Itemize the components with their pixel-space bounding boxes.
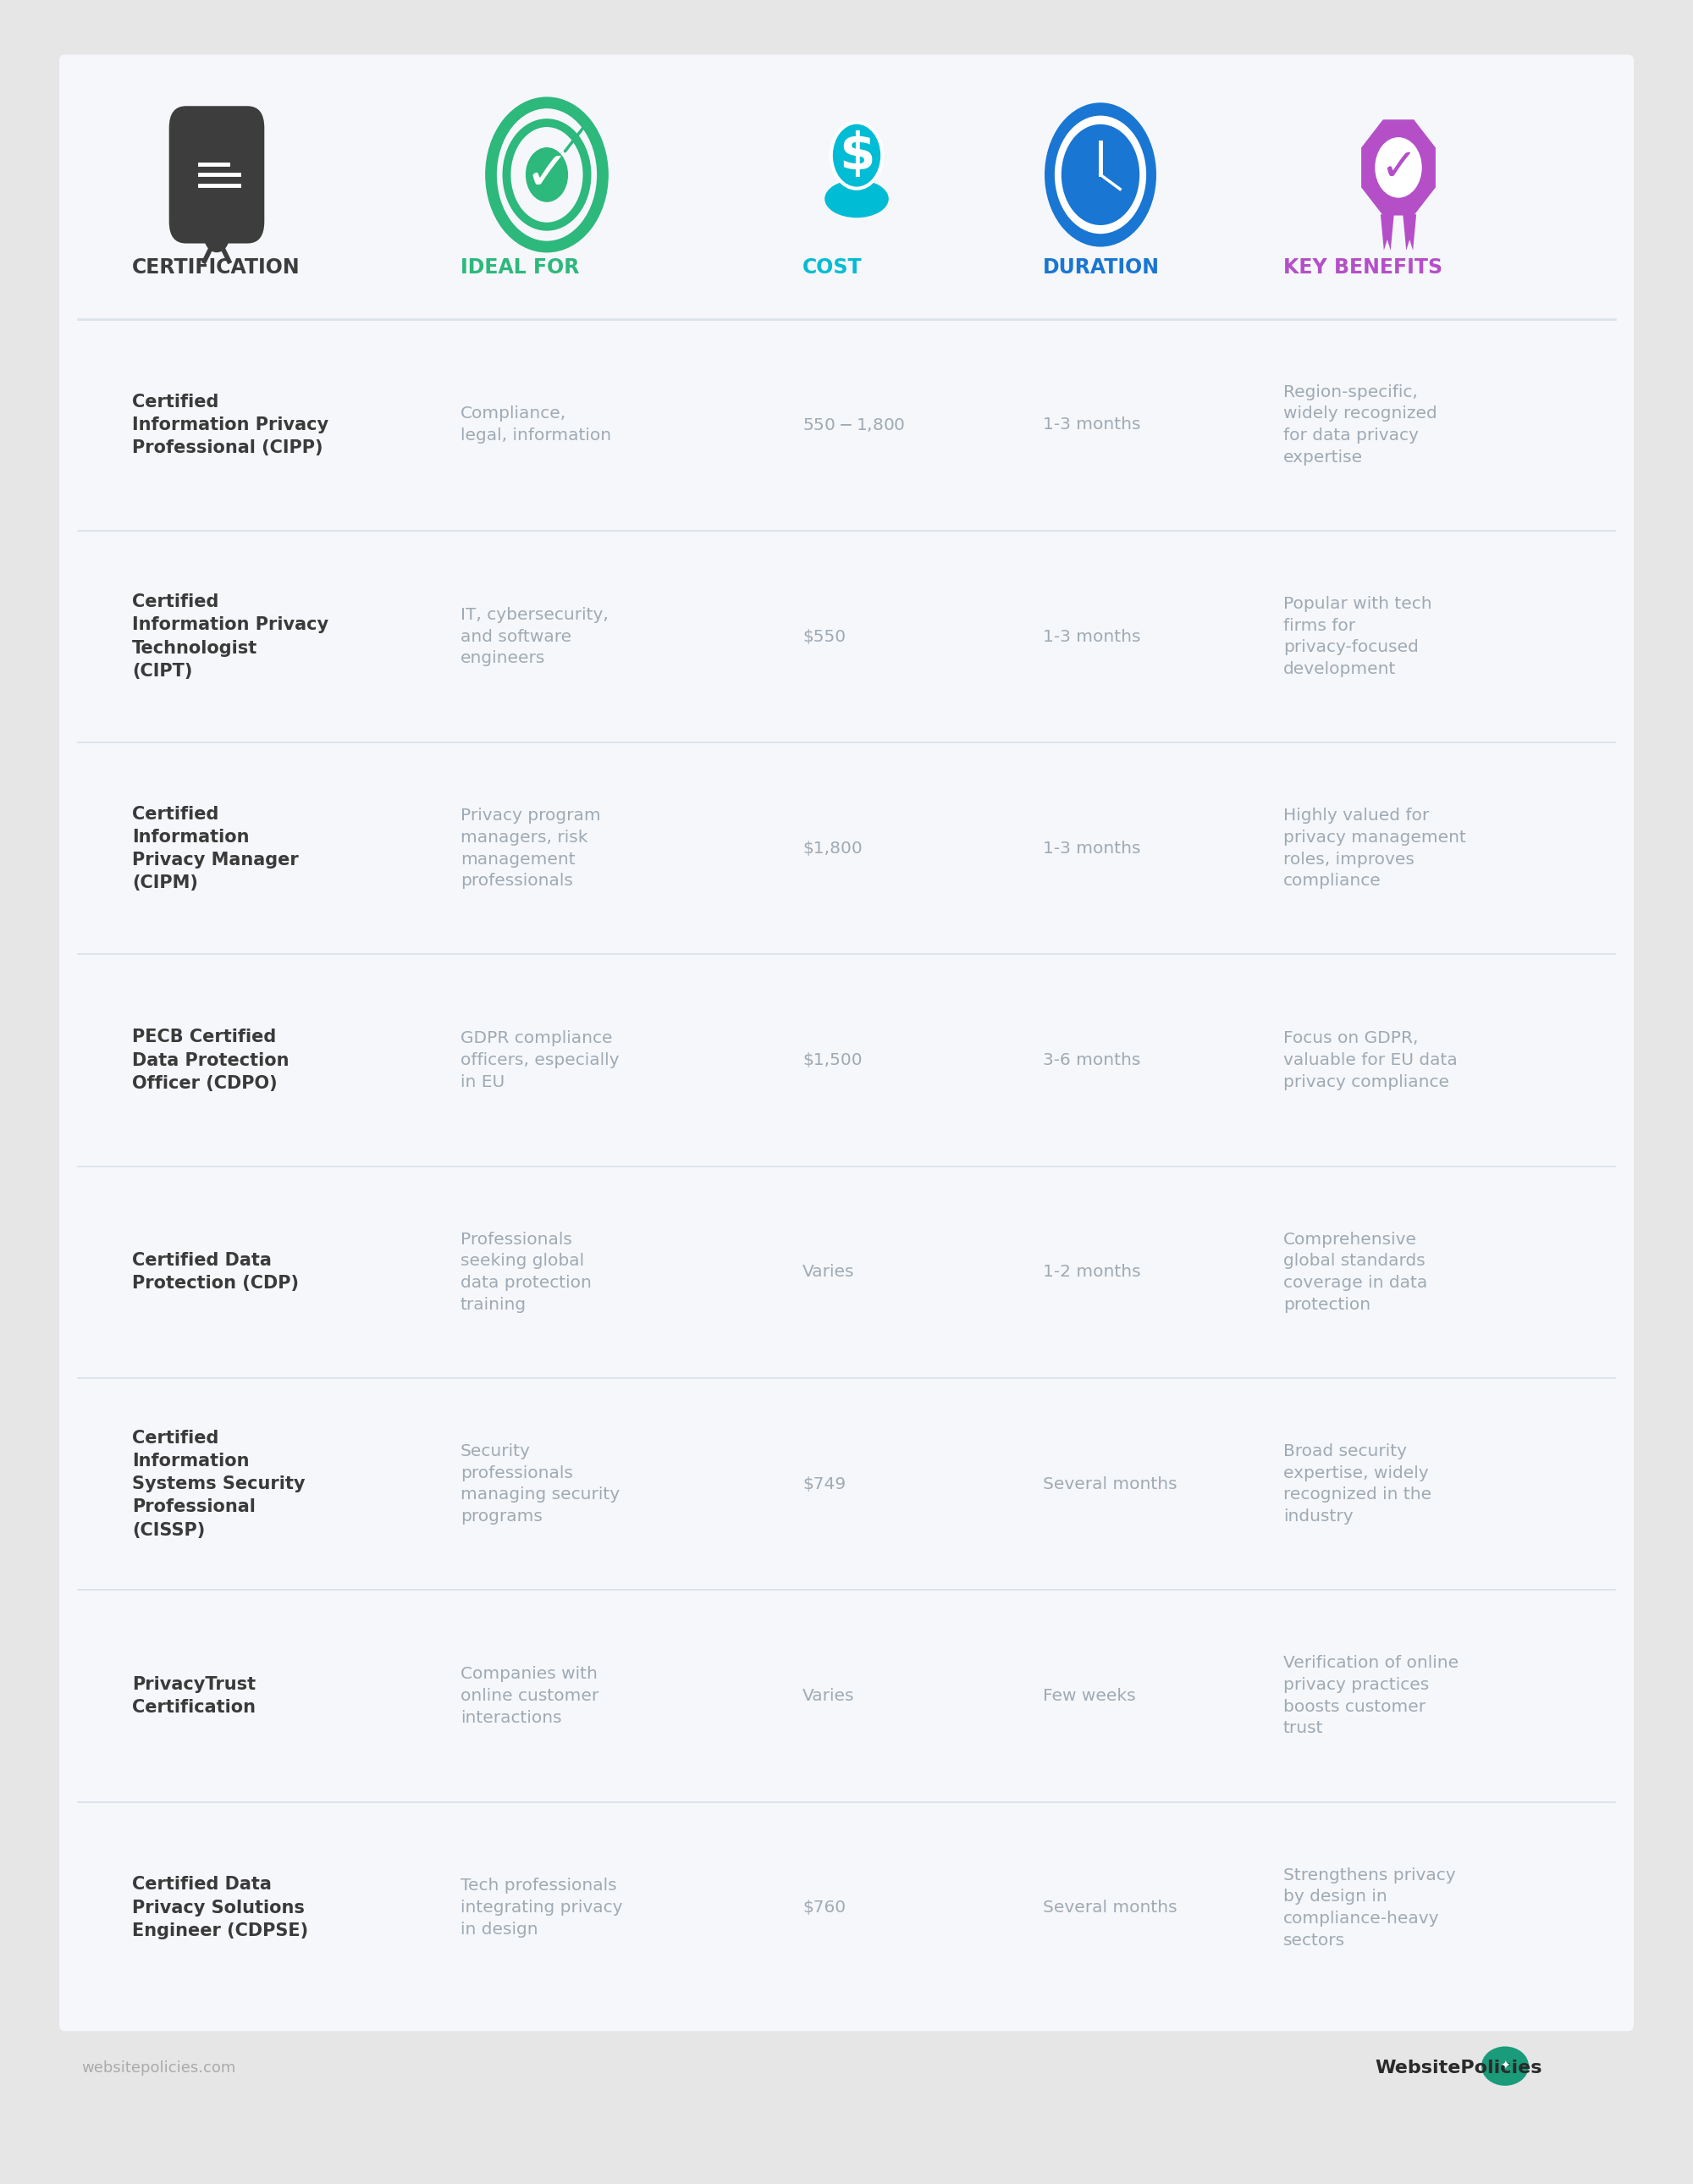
- Text: Strengthens privacy
by design in
compliance-heavy
sectors: Strengthens privacy by design in complia…: [1283, 1867, 1456, 1948]
- Text: $749: $749: [802, 1476, 846, 1492]
- Text: COST: COST: [802, 258, 862, 277]
- Text: IT, cybersecurity,
and software
engineers: IT, cybersecurity, and software engineer…: [460, 607, 608, 666]
- Text: Several months: Several months: [1043, 1900, 1177, 1915]
- FancyBboxPatch shape: [59, 55, 1634, 2031]
- Circle shape: [1062, 124, 1139, 225]
- Text: 1-3 months: 1-3 months: [1043, 629, 1141, 644]
- Text: Certified
Information Privacy
Technologist
(CIPT): Certified Information Privacy Technologi…: [132, 594, 328, 679]
- Ellipse shape: [1481, 2046, 1529, 2086]
- Circle shape: [1045, 103, 1156, 247]
- Polygon shape: [1361, 120, 1436, 216]
- Text: 1-2 months: 1-2 months: [1043, 1265, 1141, 1280]
- Circle shape: [1055, 116, 1146, 234]
- Text: CERTIFICATION: CERTIFICATION: [132, 258, 300, 277]
- Text: PECB Certified
Data Protection
Officer (CDPO): PECB Certified Data Protection Officer (…: [132, 1029, 290, 1092]
- Text: Popular with tech
firms for
privacy-focused
development: Popular with tech firms for privacy-focu…: [1283, 596, 1432, 677]
- Circle shape: [1375, 138, 1422, 199]
- Text: ✓: ✓: [525, 149, 569, 201]
- Text: WebsitePolicies: WebsitePolicies: [1375, 2060, 1542, 2077]
- Text: Privacy program
managers, risk
management
professionals: Privacy program managers, risk managemen…: [460, 808, 601, 889]
- Text: ✓: ✓: [1380, 146, 1417, 190]
- Text: Varies: Varies: [802, 1688, 855, 1704]
- Circle shape: [205, 221, 229, 251]
- Text: Comprehensive
global standards
coverage in data
protection: Comprehensive global standards coverage …: [1283, 1232, 1427, 1313]
- Text: $: $: [838, 131, 875, 181]
- Text: PrivacyTrust
Certification: PrivacyTrust Certification: [132, 1675, 256, 1717]
- Text: Focus on GDPR,
valuable for EU data
privacy compliance: Focus on GDPR, valuable for EU data priv…: [1283, 1031, 1458, 1090]
- Text: Companies with
online customer
interactions: Companies with online customer interacti…: [460, 1666, 599, 1725]
- Text: KEY BENEFITS: KEY BENEFITS: [1283, 258, 1442, 277]
- FancyBboxPatch shape: [169, 107, 264, 242]
- Text: websitepolicies.com: websitepolicies.com: [81, 2062, 235, 2075]
- Text: Professionals
seeking global
data protection
training: Professionals seeking global data protec…: [460, 1232, 591, 1313]
- Text: Certified
Information
Privacy Manager
(CIPM): Certified Information Privacy Manager (C…: [132, 806, 298, 891]
- Circle shape: [831, 122, 882, 188]
- Polygon shape: [1403, 214, 1417, 251]
- Text: Security
professionals
managing security
programs: Security professionals managing security…: [460, 1444, 620, 1524]
- Text: Region-specific,
widely recognized
for data privacy
expertise: Region-specific, widely recognized for d…: [1283, 384, 1437, 465]
- Text: Certified
Information
Systems Security
Professional
(CISSP): Certified Information Systems Security P…: [132, 1431, 305, 1538]
- Text: 1-3 months: 1-3 months: [1043, 417, 1141, 432]
- Text: Broad security
expertise, widely
recognized in the
industry: Broad security expertise, widely recogni…: [1283, 1444, 1432, 1524]
- Polygon shape: [1380, 214, 1393, 251]
- Text: 3-6 months: 3-6 months: [1043, 1053, 1141, 1068]
- Text: Few weeks: Few weeks: [1043, 1688, 1136, 1704]
- Text: $550: $550: [802, 629, 846, 644]
- Text: $1,800: $1,800: [802, 841, 862, 856]
- Text: Varies: Varies: [802, 1265, 855, 1280]
- Text: Several months: Several months: [1043, 1476, 1177, 1492]
- Text: Verification of online
privacy practices
boosts customer
trust: Verification of online privacy practices…: [1283, 1655, 1459, 1736]
- Text: GDPR compliance
officers, especially
in EU: GDPR compliance officers, especially in …: [460, 1031, 620, 1090]
- Text: Certified Data
Privacy Solutions
Engineer (CDPSE): Certified Data Privacy Solutions Enginee…: [132, 1876, 308, 1939]
- Text: 1-3 months: 1-3 months: [1043, 841, 1141, 856]
- Text: Highly valued for
privacy management
roles, improves
compliance: Highly valued for privacy management rol…: [1283, 808, 1466, 889]
- Text: Certified Data
Protection (CDP): Certified Data Protection (CDP): [132, 1251, 298, 1293]
- Text: $1,500: $1,500: [802, 1053, 862, 1068]
- Text: Compliance,
legal, information: Compliance, legal, information: [460, 406, 611, 443]
- Text: Tech professionals
integrating privacy
in design: Tech professionals integrating privacy i…: [460, 1878, 623, 1937]
- Text: IDEAL FOR: IDEAL FOR: [460, 258, 579, 277]
- Text: DURATION: DURATION: [1043, 258, 1160, 277]
- Text: ✦: ✦: [1500, 2060, 1510, 2073]
- Text: $550-$1,800: $550-$1,800: [802, 417, 906, 432]
- Text: $760: $760: [802, 1900, 846, 1915]
- Text: Certified
Information Privacy
Professional (CIPP): Certified Information Privacy Profession…: [132, 393, 328, 456]
- Ellipse shape: [824, 179, 889, 218]
- Circle shape: [525, 146, 569, 203]
